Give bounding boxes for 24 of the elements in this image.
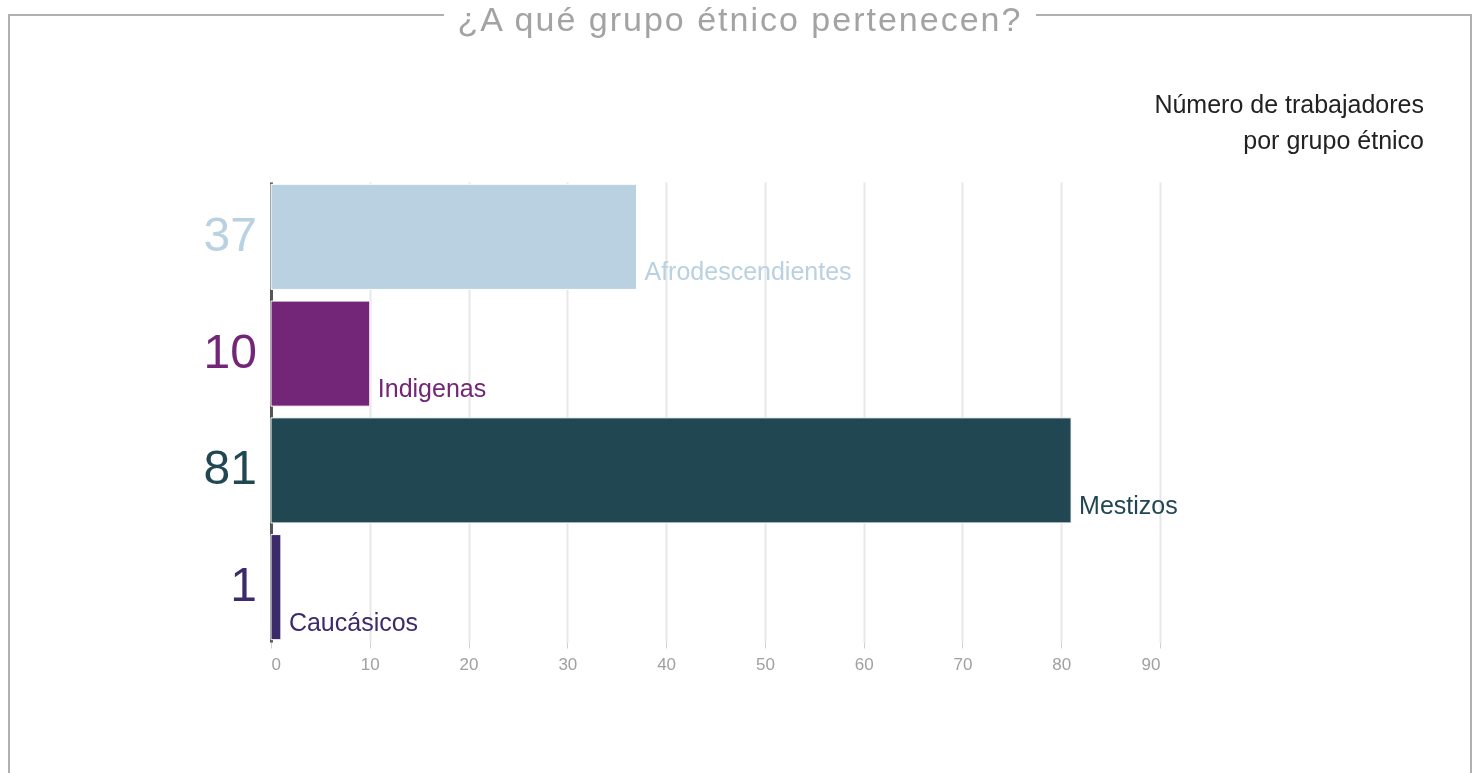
bar: [270, 183, 637, 290]
y-tick-label: Mestizos: [1079, 490, 1178, 519]
bar: [270, 300, 371, 407]
x-tick-label: 0: [271, 654, 281, 674]
x-tick-label: 50: [755, 654, 775, 674]
data-label: 37: [203, 207, 257, 261]
chart-title: ¿A qué grupo étnico pertenecen?: [443, 0, 1037, 38]
y-tick-label: Afrodescendientes: [644, 257, 852, 286]
x-tick-label: 20: [459, 654, 479, 674]
data-label: 10: [203, 324, 257, 378]
y-tick-label: Caucásicos: [288, 607, 419, 636]
y-tick-label: Indigenas: [377, 374, 487, 403]
x-tick-label: 90: [1141, 654, 1161, 674]
data-label: 81: [203, 441, 257, 495]
text: Número de trabajadores por grupo étnico: [1154, 89, 1424, 156]
bar: [270, 534, 282, 641]
x-tick-label: 30: [558, 654, 578, 674]
x-tick-label: 70: [953, 654, 973, 674]
data-label: 1: [230, 558, 257, 612]
x-tick-label: 60: [854, 654, 874, 674]
x-tick-label: 40: [657, 654, 677, 674]
x-tick-label: 80: [1052, 654, 1072, 674]
bar: [270, 417, 1072, 524]
x-tick-label: 10: [360, 654, 380, 674]
